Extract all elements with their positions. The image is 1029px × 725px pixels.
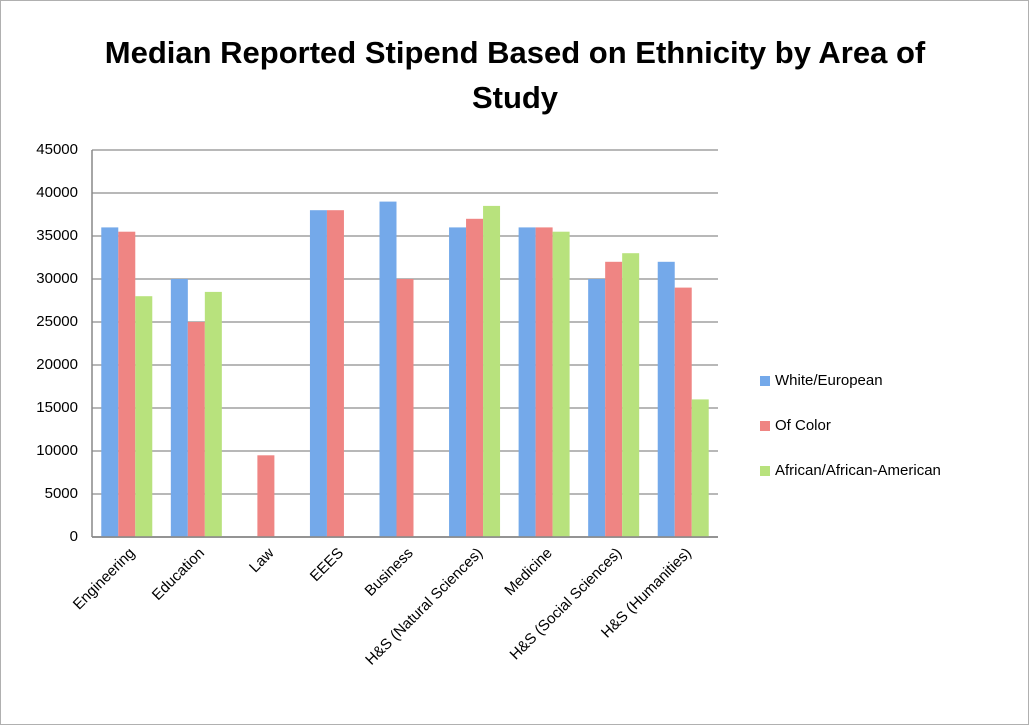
y-tick-label: 0: [70, 528, 78, 545]
legend-label: White/European: [775, 372, 883, 389]
bar: [170, 279, 188, 537]
x-tick-label: Engineering: [70, 545, 139, 614]
legend-label: African/African-American: [775, 462, 941, 479]
bar: [204, 291, 222, 537]
bar: [518, 227, 536, 537]
x-tick-label: H&S (Social Sciences): [507, 545, 626, 664]
bar: [552, 231, 570, 537]
x-tick-label: Business: [362, 545, 417, 600]
x-tick-label: Medicine: [501, 545, 555, 599]
bar: [674, 287, 692, 537]
bar: [657, 261, 675, 537]
bar: [101, 227, 119, 537]
y-tick-label: 30000: [36, 270, 78, 287]
legend-swatch: [760, 466, 770, 476]
x-tick-label: EEES: [307, 545, 347, 585]
x-tick-label: Law: [246, 545, 278, 577]
bar: [449, 227, 467, 537]
y-tick-label: 5000: [45, 485, 78, 502]
bar: [622, 253, 640, 537]
bar: [187, 322, 205, 537]
y-tick-label: 40000: [36, 184, 78, 201]
y-tick-label: 10000: [36, 442, 78, 459]
bar: [396, 279, 414, 537]
y-tick-label: 15000: [36, 399, 78, 416]
bar: [466, 218, 484, 538]
x-tick-label: Education: [149, 545, 208, 604]
y-tick-label: 45000: [36, 141, 78, 158]
bar: [309, 210, 327, 537]
x-tick-label: H&S (Natural Sciences): [362, 545, 486, 669]
bar: [326, 210, 344, 537]
legend-swatch: [760, 376, 770, 386]
legend-label: Of Color: [775, 417, 831, 434]
y-tick-label: 35000: [36, 227, 78, 244]
bar: [379, 201, 397, 537]
bar: [118, 231, 136, 537]
bar: [588, 279, 606, 537]
chart-title: Median Reported Stipend Based on Ethnici…: [104, 35, 926, 115]
bar: [605, 261, 623, 537]
bar: [535, 227, 553, 537]
bar: [257, 455, 275, 537]
y-tick-label: 20000: [36, 356, 78, 373]
bar: [691, 399, 709, 537]
y-tick-label: 25000: [36, 313, 78, 330]
legend-swatch: [760, 421, 770, 431]
bar: [483, 205, 501, 537]
bar: [135, 296, 153, 537]
